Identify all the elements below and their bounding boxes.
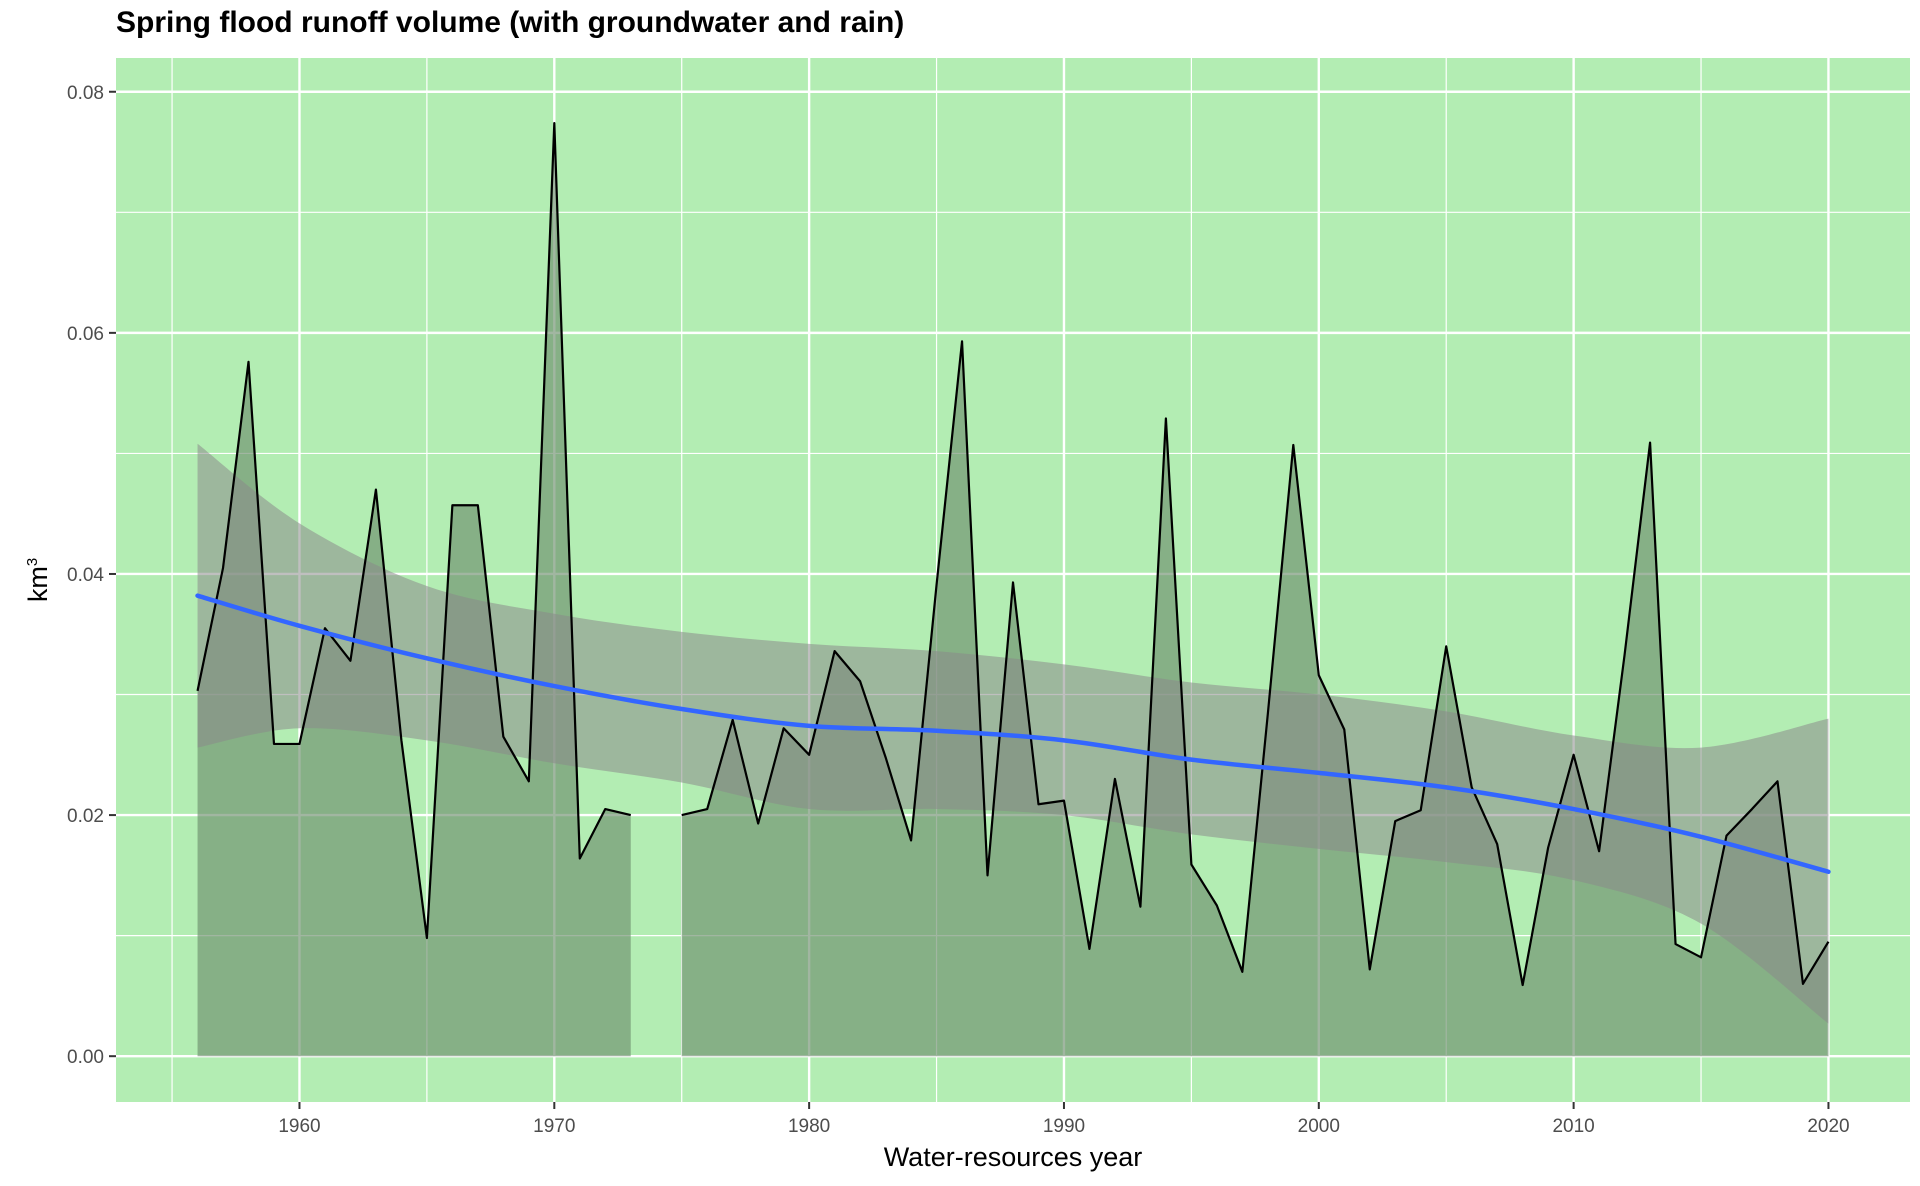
runoff-line-segment bbox=[196, 121, 632, 940]
y-axis-label-unit: km bbox=[23, 566, 53, 602]
x-tick-label: 1970 bbox=[533, 1116, 575, 1137]
y-tick-label: 0.06 bbox=[67, 324, 104, 345]
y-axis: 0.00 0.02 0.04 0.06 0.08 bbox=[67, 83, 116, 1068]
x-tick-label: 2020 bbox=[1807, 1116, 1849, 1137]
trend-line bbox=[195, 593, 1831, 874]
x-tick-label: 1990 bbox=[1043, 1116, 1085, 1137]
x-tick-label: 2010 bbox=[1552, 1116, 1594, 1137]
area-segment bbox=[681, 341, 1829, 1057]
x-tick-label: 2000 bbox=[1298, 1116, 1340, 1137]
y-tick-label: 0.08 bbox=[67, 83, 104, 104]
runoff-line-segment bbox=[681, 340, 1830, 987]
x-axis: 1960 1970 1980 1990 2000 2010 2020 bbox=[278, 1102, 1850, 1137]
y-tick-label: 0.00 bbox=[67, 1047, 104, 1068]
y-axis-label: km3 bbox=[23, 558, 53, 602]
y-axis-label-superscript: 3 bbox=[24, 558, 41, 566]
x-tick-label: 1960 bbox=[278, 1116, 320, 1137]
area-segment bbox=[197, 123, 631, 1057]
runoff-line bbox=[196, 121, 1830, 987]
area-fill bbox=[197, 123, 1829, 1057]
y-tick-label: 0.04 bbox=[67, 565, 104, 586]
y-tick-label: 0.02 bbox=[67, 806, 104, 827]
x-tick-label: 1980 bbox=[788, 1116, 830, 1137]
x-axis-label: Water-resources year bbox=[884, 1142, 1143, 1172]
chart-title: Spring flood runoff volume (with groundw… bbox=[116, 6, 905, 39]
